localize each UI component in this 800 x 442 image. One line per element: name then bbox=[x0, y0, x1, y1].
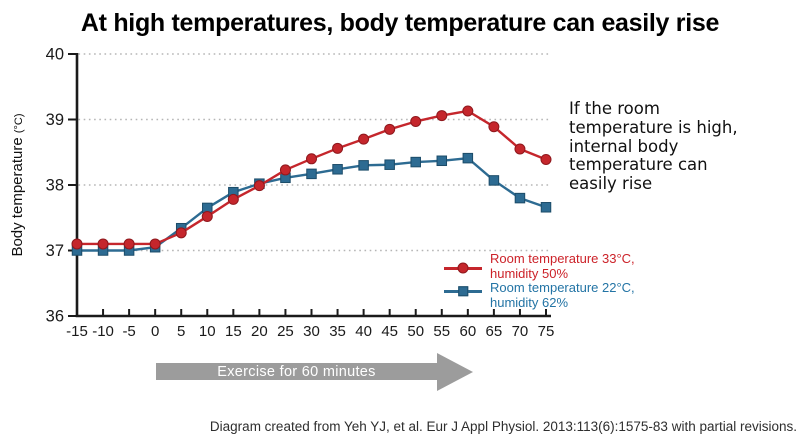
legend-label-22c-line2: humidity 62% bbox=[490, 294, 569, 310]
data-point-square bbox=[410, 156, 421, 168]
legend-label-33c: Room temperature 33°C, humidity 50% bbox=[490, 251, 635, 281]
data-point-square bbox=[358, 160, 369, 171]
legend-square-blue bbox=[458, 286, 468, 296]
data-point-square bbox=[514, 192, 526, 204]
x-tick-label: 45 bbox=[381, 323, 398, 340]
data-point-square bbox=[540, 202, 552, 213]
annotation-line: If the room bbox=[569, 99, 660, 118]
y-tick-label: 39 bbox=[46, 111, 64, 129]
x-tick-label: 0 bbox=[151, 323, 159, 340]
exercise-arrow-head-icon bbox=[437, 352, 473, 391]
annotation-line: temperature can bbox=[569, 155, 708, 175]
data-point-circle bbox=[253, 180, 265, 192]
data-point-circle bbox=[462, 105, 474, 117]
legend-marker-circle-icon bbox=[444, 261, 482, 275]
data-point-circle bbox=[332, 142, 344, 154]
data-point-circle bbox=[149, 238, 161, 250]
exercise-arrow: Exercise for 60 minutes bbox=[156, 363, 437, 380]
data-point-square bbox=[384, 159, 395, 170]
annotation-line: internal body bbox=[569, 136, 679, 156]
data-point-circle bbox=[201, 210, 213, 222]
x-tick-label: 75 bbox=[538, 323, 555, 340]
data-point-circle bbox=[279, 164, 291, 176]
data-point-square bbox=[488, 175, 500, 186]
x-tick-label: -15 bbox=[66, 323, 88, 340]
x-tick-label: 20 bbox=[251, 323, 268, 340]
x-tick-label: 15 bbox=[225, 323, 242, 340]
data-point-circle bbox=[123, 238, 135, 250]
x-tick-label: -10 bbox=[92, 323, 114, 340]
x-tick-label: -5 bbox=[122, 323, 135, 340]
data-point-square bbox=[332, 164, 343, 175]
x-tick-label: 35 bbox=[329, 323, 346, 340]
data-point-circle bbox=[384, 123, 396, 135]
x-tick-label: 5 bbox=[177, 323, 185, 340]
x-tick-label: 70 bbox=[512, 323, 529, 340]
annotation-line: temperature is high, bbox=[569, 117, 738, 137]
legend-label-22c: Room temperature 22°C, humidity 62% bbox=[490, 280, 635, 310]
legend-label-33c-line2: humidity 50% bbox=[490, 265, 569, 281]
data-point-circle bbox=[488, 121, 500, 133]
data-point-circle bbox=[71, 238, 83, 250]
legend-label-22c-line1: Room temperature 22°C, bbox=[490, 280, 635, 295]
y-tick-label: 40 bbox=[46, 46, 64, 64]
data-point-circle bbox=[436, 110, 448, 122]
data-point-circle bbox=[97, 238, 109, 250]
chart-title: At high temperatures, body temperature c… bbox=[80, 9, 720, 37]
x-tick-label: 55 bbox=[433, 323, 450, 340]
legend-label-33c-line1: Room temperature 33°C, bbox=[490, 251, 635, 266]
data-point-square bbox=[436, 155, 448, 167]
data-point-circle bbox=[358, 133, 370, 145]
legend-item-22c: Room temperature 22°C, humidity 62% bbox=[444, 280, 635, 310]
x-tick-label: 40 bbox=[355, 323, 372, 340]
annotation-line: easily rise bbox=[569, 174, 653, 194]
data-point-square bbox=[306, 168, 317, 180]
exercise-arrow-label: Exercise for 60 minutes bbox=[217, 363, 376, 380]
y-tick-label: 36 bbox=[46, 308, 64, 326]
x-tick-label: 30 bbox=[303, 323, 320, 340]
x-tick-label: 65 bbox=[486, 323, 503, 340]
source-citation: Diagram created from Yeh YJ, et al. Eur … bbox=[209, 419, 797, 434]
legend-item-33c: Room temperature 33°C, humidity 50% bbox=[444, 251, 635, 281]
x-tick-label: 10 bbox=[199, 323, 216, 340]
data-point-square bbox=[462, 152, 474, 164]
legend-marker-square-icon bbox=[444, 284, 482, 298]
data-point-circle bbox=[540, 153, 552, 165]
legend-dot-red bbox=[457, 262, 469, 274]
data-point-circle bbox=[410, 115, 422, 127]
y-axis-label: Body temperature (°C) bbox=[9, 55, 31, 315]
y-tick-label: 37 bbox=[46, 242, 64, 260]
data-point-circle bbox=[514, 143, 526, 155]
x-tick-label: 25 bbox=[277, 323, 294, 340]
data-point-circle bbox=[306, 153, 317, 165]
y-tick-label: 38 bbox=[46, 177, 64, 195]
y-axis-unit: (°C) bbox=[13, 113, 25, 134]
y-axis-label-text: Body temperature bbox=[9, 133, 26, 257]
x-tick-label: 60 bbox=[459, 323, 476, 340]
data-point-circle bbox=[227, 193, 239, 205]
x-tick-label: 50 bbox=[407, 323, 424, 340]
data-point-circle bbox=[175, 227, 187, 239]
annotation-text: If the room temperature is high, interna… bbox=[569, 99, 759, 194]
